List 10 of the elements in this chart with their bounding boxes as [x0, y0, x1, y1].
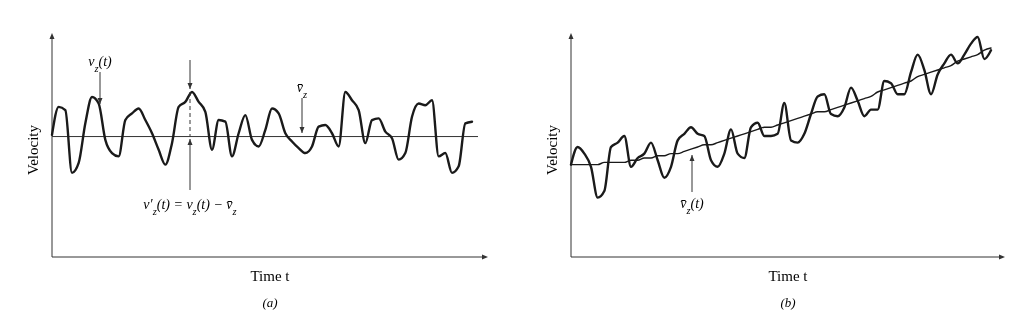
x-axis-title: Time t [250, 268, 291, 284]
y-axis-title: Velocity [25, 124, 41, 175]
text: (b) [780, 295, 796, 310]
annotation: v̄$_{z}$(t) [680, 196, 705, 216]
x-axis-title: Time t [768, 268, 809, 284]
annotation: v′$_{z}$(t) = v$_{z}$(t) − v̄$_{z}$ [143, 197, 237, 217]
annotation: v̄$_{z}$ [296, 80, 308, 100]
text: v$_{z}$(t) [88, 54, 113, 74]
y-axis-title: Velocity [544, 124, 560, 175]
text: (a) [262, 295, 278, 310]
